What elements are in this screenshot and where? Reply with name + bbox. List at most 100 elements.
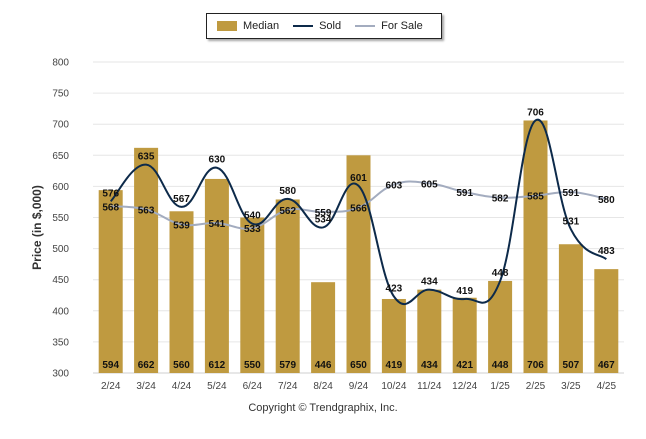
x-tick-label: 2/25 [526, 381, 546, 392]
bar-median [204, 178, 229, 373]
bar-median [134, 147, 159, 373]
legend-item-for-sale: For Sale [355, 20, 423, 32]
y-tick-label: 650 [52, 151, 69, 162]
legend-item-sold: Sold [293, 20, 341, 32]
legend-item-median: Median [217, 20, 279, 32]
data-label-for-sale: 580 [598, 195, 615, 206]
copyright-credit: Copyright © Trendgraphix, Inc. [248, 402, 398, 414]
data-label-for-sale: 585 [527, 192, 544, 203]
data-label-median: 579 [279, 360, 296, 371]
data-label-median: 650 [350, 360, 367, 371]
bar-median [594, 269, 619, 373]
data-label-sold: 576 [102, 188, 119, 199]
x-tick-label: 8/24 [313, 381, 333, 392]
line-for-sale [110, 180, 607, 230]
y-tick-label: 500 [52, 244, 69, 255]
data-label-sold: 531 [563, 216, 580, 227]
bar-median [558, 244, 583, 373]
data-label-sold: 630 [209, 155, 226, 166]
x-tick-label: 6/24 [243, 381, 263, 392]
data-label-sold: 635 [138, 152, 155, 163]
data-label-sold: 580 [279, 186, 296, 197]
x-tick-label: 5/24 [207, 381, 227, 392]
data-label-for-sale: 605 [421, 179, 438, 190]
bar-median [452, 297, 477, 373]
x-tick-label: 4/25 [597, 381, 617, 392]
data-label-for-sale: 568 [102, 202, 119, 213]
bar-median [275, 199, 300, 373]
x-tick-label: 4/24 [172, 381, 192, 392]
legend-label-sold: Sold [319, 20, 342, 32]
data-label-median: 421 [456, 360, 473, 371]
y-tick-label: 750 [52, 89, 69, 100]
chart-legend: Median Sold For Sale [206, 13, 442, 39]
bar-median [311, 282, 336, 373]
bar-median [523, 120, 548, 373]
y-tick-label: 300 [52, 369, 69, 380]
bar-median [417, 289, 442, 373]
data-label-median: 662 [138, 360, 155, 371]
data-label-median: 550 [244, 360, 261, 371]
data-label-median: 612 [209, 360, 226, 371]
x-tick-label: 1/25 [490, 381, 510, 392]
data-label-sold: 534 [315, 214, 332, 225]
data-label-sold: 423 [386, 283, 403, 294]
data-label-sold: 540 [244, 211, 261, 222]
data-label-sold: 448 [492, 268, 509, 279]
data-label-median: 594 [102, 360, 119, 371]
y-tick-label: 400 [52, 306, 69, 317]
data-label-for-sale: 539 [173, 220, 190, 231]
legend-label-for-sale: For Sale [381, 20, 423, 32]
data-label-for-sale: 541 [209, 219, 226, 230]
data-label-median: 419 [386, 360, 403, 371]
y-tick-label: 550 [52, 213, 69, 224]
data-label-for-sale: 562 [279, 206, 296, 217]
data-label-median: 706 [527, 360, 544, 371]
bar-median [346, 155, 371, 373]
data-label-median: 434 [421, 360, 438, 371]
line-sold [109, 118, 607, 305]
bar-median [98, 190, 123, 373]
x-tick-label: 10/24 [381, 381, 406, 392]
legend-swatch-sold [293, 25, 314, 27]
bar-median [488, 280, 513, 373]
y-tick-label: 350 [52, 337, 69, 348]
y-tick-label: 600 [52, 182, 69, 193]
y-tick-label: 450 [52, 275, 69, 286]
x-tick-label: 7/24 [278, 381, 298, 392]
bar-median [240, 217, 265, 373]
data-label-for-sale: 591 [456, 188, 473, 199]
legend-swatch-for-sale [355, 25, 376, 27]
x-tick-label: 11/24 [417, 381, 442, 392]
data-label-sold: 419 [456, 286, 473, 297]
data-label-for-sale: 563 [138, 205, 155, 216]
bar-median [381, 298, 406, 373]
y-tick-label: 800 [52, 58, 69, 69]
data-label-median: 448 [492, 360, 509, 371]
data-label-for-sale: 591 [563, 188, 580, 199]
legend-label-median: Median [243, 20, 280, 32]
x-tick-label: 12/24 [452, 381, 477, 392]
data-label-sold: 483 [598, 246, 615, 257]
data-label-for-sale: 603 [386, 181, 403, 192]
bar-median [169, 211, 194, 373]
data-label-for-sale: 559 [315, 208, 332, 219]
data-label-median: 560 [173, 360, 190, 371]
data-label-for-sale: 533 [244, 224, 261, 235]
data-label-sold: 434 [421, 277, 438, 288]
data-label-sold: 567 [173, 194, 190, 205]
data-label-for-sale: 566 [350, 204, 367, 215]
data-label-median: 446 [315, 360, 332, 371]
data-label-for-sale: 582 [492, 194, 509, 205]
y-axis-title: Price (in $,000) [30, 185, 44, 270]
data-label-median: 467 [598, 360, 615, 371]
data-label-sold: 706 [527, 107, 544, 118]
x-tick-label: 9/24 [349, 381, 369, 392]
x-tick-label: 3/25 [561, 381, 581, 392]
data-label-sold: 601 [350, 173, 367, 184]
data-label-median: 507 [563, 360, 580, 371]
y-tick-label: 700 [52, 120, 69, 131]
legend-swatch-median [217, 21, 237, 31]
